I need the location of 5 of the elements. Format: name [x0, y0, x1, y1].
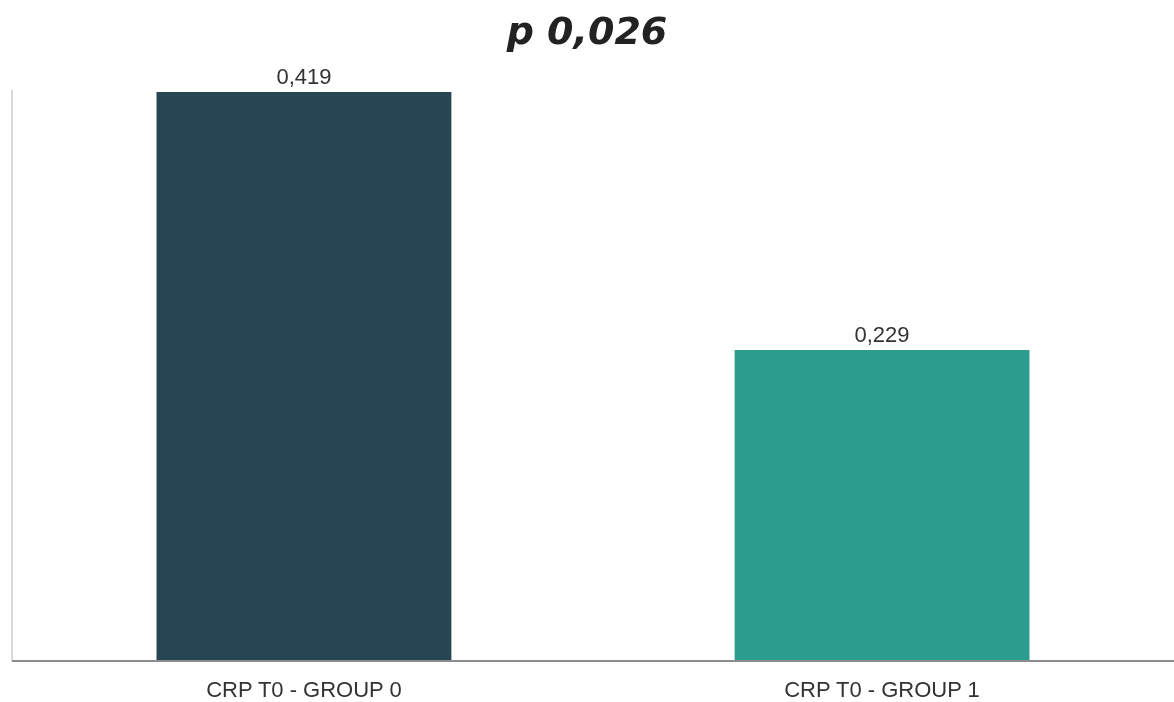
x-tick-label: CRP T0 - GROUP 0 [206, 677, 402, 702]
x-tick-label: CRP T0 - GROUP 1 [784, 677, 980, 702]
data-label: 0,419 [276, 64, 332, 89]
chart-title: p 0,026 [505, 9, 668, 53]
data-label: 0,229 [854, 322, 910, 348]
